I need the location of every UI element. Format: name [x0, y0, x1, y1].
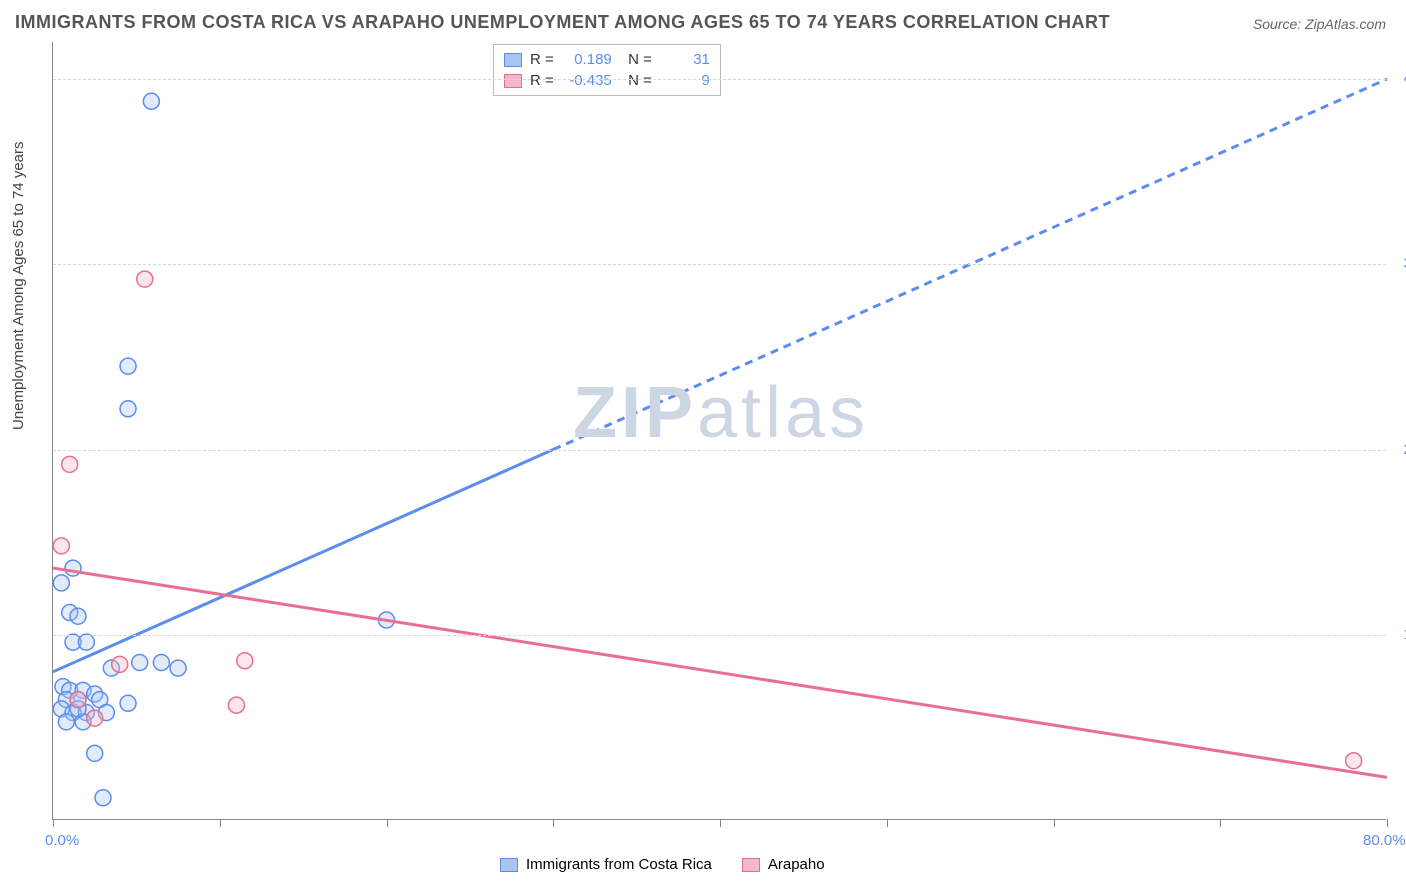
legend-n-value-2: 9 [660, 72, 710, 89]
legend-n-value-1: 31 [660, 51, 710, 68]
x-tick [553, 819, 554, 827]
scatter-point [70, 692, 86, 708]
scatter-point [153, 655, 169, 671]
x-tick-label: 0.0% [45, 832, 79, 849]
x-tick [1054, 819, 1055, 827]
scatter-point [53, 538, 69, 554]
plot-svg [53, 42, 1386, 819]
gridline-h [53, 635, 1386, 636]
legend-item-2: Arapaho [742, 856, 825, 873]
scatter-point [87, 710, 103, 726]
x-tick [1387, 819, 1388, 827]
scatter-point [70, 608, 86, 624]
scatter-point [62, 456, 78, 472]
scatter-point [143, 93, 159, 109]
y-tick-label: 20.0% [1391, 441, 1406, 458]
x-tick [220, 819, 221, 827]
source-label: Source: ZipAtlas.com [1253, 16, 1386, 32]
scatter-point [58, 714, 74, 730]
x-tick [720, 819, 721, 827]
chart-title: IMMIGRANTS FROM COSTA RICA VS ARAPAHO UN… [15, 12, 1110, 33]
y-tick-label: 10.0% [1391, 626, 1406, 643]
scatter-point [1346, 753, 1362, 769]
legend-r-value-2: -0.435 [562, 72, 612, 89]
x-tick [53, 819, 54, 827]
trend-line-solid [53, 568, 1387, 777]
scatter-point [120, 401, 136, 417]
x-tick [887, 819, 888, 827]
legend-r-label-1: R = [530, 51, 554, 68]
scatter-point [237, 653, 253, 669]
legend-correlation: R = 0.189 N = 31 R = -0.435 N = 9 [493, 44, 721, 96]
x-tick [1220, 819, 1221, 827]
scatter-point [65, 560, 81, 576]
gridline-h [53, 264, 1386, 265]
gridline-h [53, 450, 1386, 451]
scatter-point [78, 634, 94, 650]
legend-bottom-swatch-2 [742, 858, 760, 872]
trend-line-solid [53, 450, 553, 672]
legend-r-value-1: 0.189 [562, 51, 612, 68]
scatter-point [120, 358, 136, 374]
legend-n-label-2: N = [620, 72, 652, 89]
scatter-point [87, 745, 103, 761]
x-tick-label: 80.0% [1363, 832, 1406, 849]
scatter-point [132, 655, 148, 671]
legend-bottom-label-2: Arapaho [768, 856, 825, 873]
gridline-h [53, 79, 1386, 80]
legend-swatch-2 [504, 74, 522, 88]
legend-bottom-swatch-1 [500, 858, 518, 872]
scatter-point [53, 575, 69, 591]
legend-swatch-1 [504, 53, 522, 67]
scatter-point [95, 790, 111, 806]
legend-series: Immigrants from Costa Rica Arapaho [500, 856, 825, 873]
legend-row-series1: R = 0.189 N = 31 [504, 49, 710, 70]
x-tick [387, 819, 388, 827]
scatter-point [112, 656, 128, 672]
legend-item-1: Immigrants from Costa Rica [500, 856, 712, 873]
legend-row-series2: R = -0.435 N = 9 [504, 70, 710, 91]
legend-r-label-2: R = [530, 72, 554, 89]
scatter-point [137, 271, 153, 287]
y-axis-label: Unemployment Among Ages 65 to 74 years [10, 141, 27, 430]
y-tick-label: 30.0% [1391, 255, 1406, 272]
y-tick-label: 40.0% [1391, 70, 1406, 87]
legend-n-label-1: N = [620, 51, 652, 68]
scatter-point [120, 695, 136, 711]
legend-bottom-label-1: Immigrants from Costa Rica [526, 856, 712, 873]
scatter-point [170, 660, 186, 676]
scatter-point [228, 697, 244, 713]
correlation-chart: IMMIGRANTS FROM COSTA RICA VS ARAPAHO UN… [0, 0, 1406, 892]
plot-area: ZIPatlas R = 0.189 N = 31 R = -0.435 N =… [52, 42, 1386, 820]
